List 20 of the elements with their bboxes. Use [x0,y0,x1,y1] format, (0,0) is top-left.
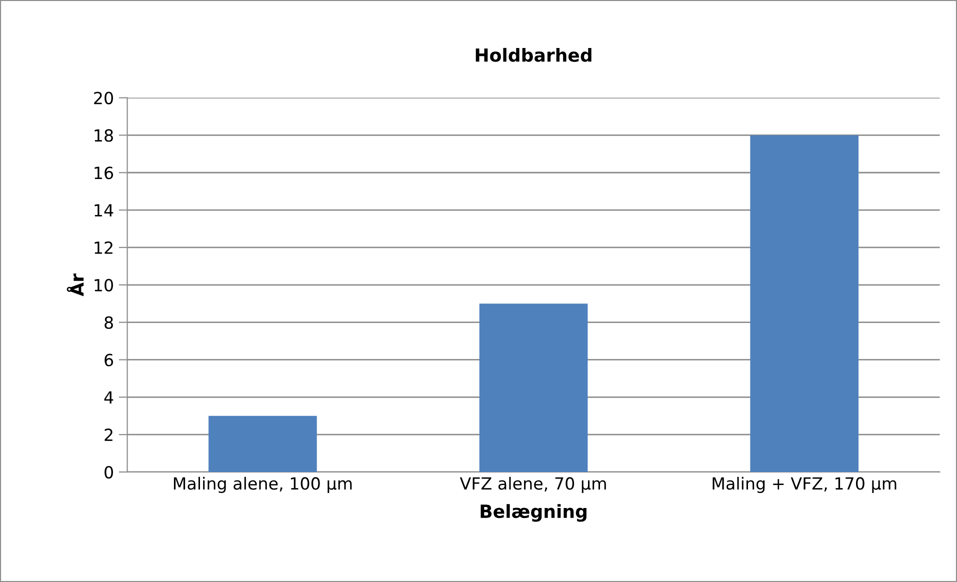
y-tick-label: 18 [94,129,113,142]
x-tick-label: Maling + VFZ, 170 µm [712,476,896,493]
y-tick-label: 8 [104,316,113,329]
y-tick-label: 14 [94,204,114,216]
y-tick-label: 16 [94,166,114,180]
y-tick-label: 12 [94,241,112,254]
y-tick-label: 20 [94,92,113,104]
x-tick-label: VFZ alene, 70 µm [460,476,606,493]
y-axis-title: År [66,274,84,296]
y-tick-label: 6 [104,354,114,366]
bar [750,135,859,472]
chart-title: Holdbarhed [476,48,592,62]
y-tick-label: 10 [94,278,113,292]
y-tick-label: 4 [104,391,114,404]
x-tick-label: Maling alene, 100 µm [174,476,352,493]
y-tick-label: 2 [104,428,112,441]
x-axis-title: Belægning [480,504,586,522]
bar [479,304,588,472]
bar [208,416,317,472]
y-tick-label: 0 [104,466,113,479]
